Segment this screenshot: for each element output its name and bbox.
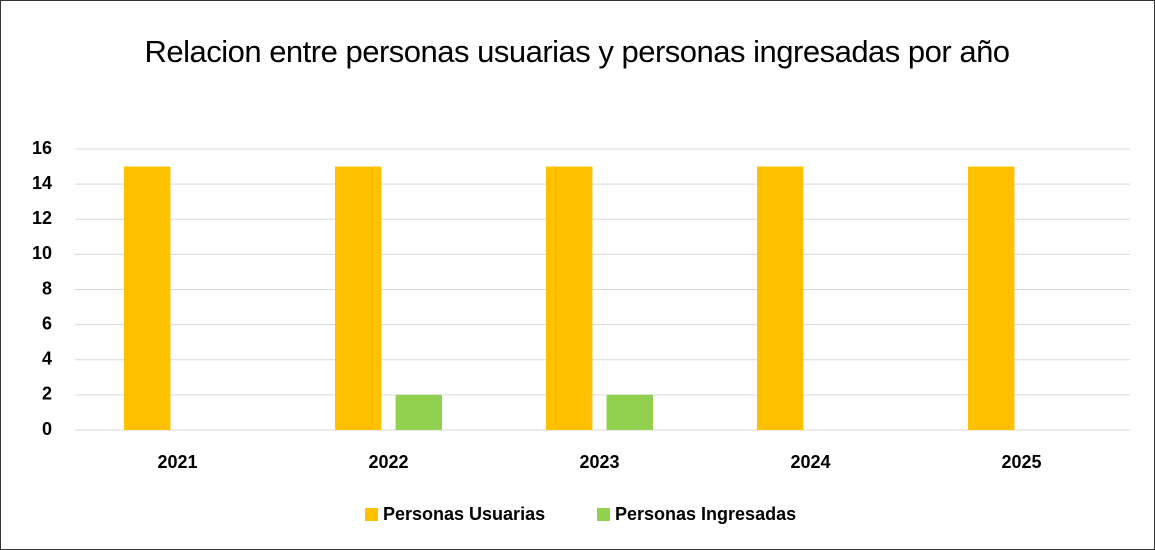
legend-swatch [597, 508, 610, 521]
y-tick-label: 16 [32, 138, 52, 158]
y-tick-label: 10 [32, 243, 52, 263]
bar [968, 166, 1015, 430]
bar [757, 166, 804, 430]
x-tick-label: 2022 [368, 452, 408, 472]
y-tick-label: 4 [42, 349, 52, 369]
x-tick-label: 2021 [157, 452, 197, 472]
y-tick-label: 2 [42, 384, 52, 404]
x-tick-label: 2023 [579, 452, 619, 472]
x-tick-label: 2025 [1001, 452, 1041, 472]
bar [395, 394, 442, 430]
bar [124, 166, 171, 430]
legend-label: Personas Ingresadas [615, 504, 796, 524]
bar [335, 166, 382, 430]
y-tick-label: 12 [32, 208, 52, 228]
y-tick-label: 8 [42, 278, 52, 298]
y-tick-label: 14 [32, 173, 52, 193]
bar [546, 166, 593, 430]
legend-label: Personas Usuarias [383, 504, 545, 524]
x-tick-label: 2024 [790, 452, 830, 472]
y-tick-label: 0 [42, 419, 52, 439]
chart-title: Relacion entre personas usuarias y perso… [144, 34, 1010, 69]
bar [606, 394, 653, 430]
legend-swatch [365, 508, 378, 521]
y-tick-label: 6 [42, 313, 52, 333]
